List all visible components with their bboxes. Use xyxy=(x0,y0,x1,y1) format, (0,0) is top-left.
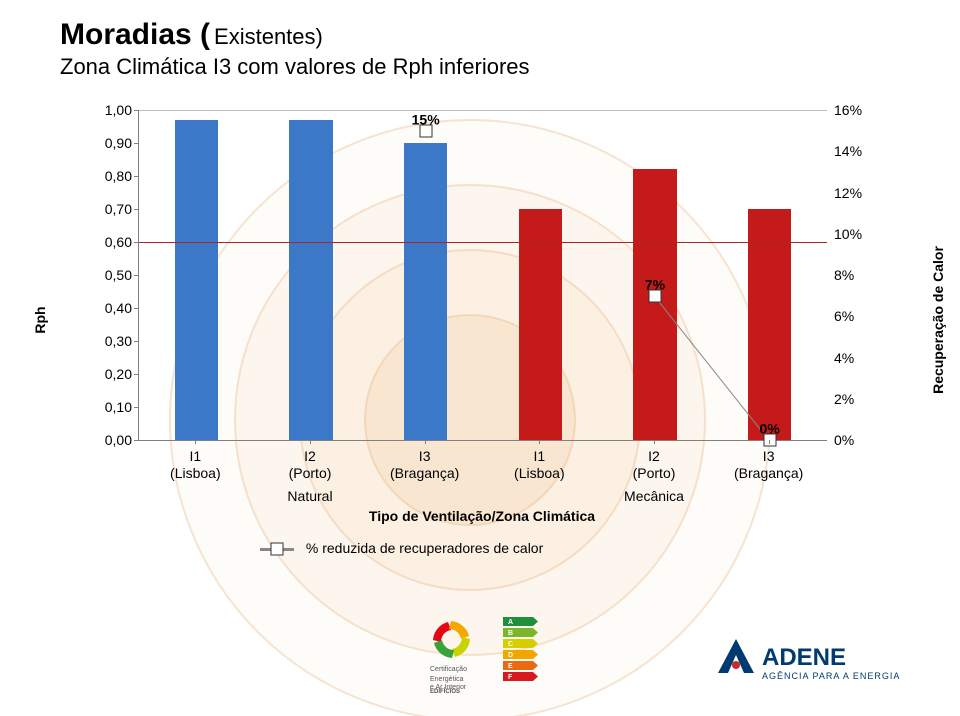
bar xyxy=(404,143,448,440)
y-tick-left: 0,60 xyxy=(102,234,132,250)
y-tick-left: 1,00 xyxy=(102,102,132,118)
svg-text:B: B xyxy=(508,630,513,637)
value-label: 7% xyxy=(645,276,665,292)
tick-mark xyxy=(134,407,138,408)
tick-mark xyxy=(769,440,770,444)
tick-mark xyxy=(134,374,138,375)
page-root: Moradias (Existentes) Zona Climática I3 … xyxy=(0,0,960,716)
tick-mark xyxy=(134,341,138,342)
page-heading: Moradias (Existentes) Zona Climática I3 … xyxy=(60,18,530,80)
y-tick-right: 6% xyxy=(834,308,870,324)
svg-text:AGÊNCIA PARA A ENERGIA: AGÊNCIA PARA A ENERGIA xyxy=(762,671,900,681)
svg-text:D: D xyxy=(508,652,513,659)
y-tick-left: 0,40 xyxy=(102,300,132,316)
x-category: I3(Bragança) xyxy=(734,448,803,482)
x-category: I3(Bragança) xyxy=(390,448,459,482)
plot-area: 15% 7% 0% xyxy=(138,110,827,441)
svg-text:F: F xyxy=(508,674,513,681)
bar xyxy=(289,120,333,440)
svg-text:E: E xyxy=(508,663,513,670)
xcat-line2: (Bragança) xyxy=(390,465,459,482)
tick-mark xyxy=(134,242,138,243)
tick-mark xyxy=(310,440,311,444)
y-tick-left: 0,50 xyxy=(102,267,132,283)
bar xyxy=(748,209,792,440)
page-subtitle: Zona Climática I3 com valores de Rph inf… xyxy=(60,54,530,80)
legend: % reduzida de recuperadores de calor xyxy=(260,540,543,556)
y-tick-right: 10% xyxy=(834,226,870,242)
svg-text:ADENE: ADENE xyxy=(762,644,846,671)
tick-mark xyxy=(134,308,138,309)
y-tick-right: 4% xyxy=(834,350,870,366)
y-tick-right: 2% xyxy=(834,391,870,407)
svg-text:A: A xyxy=(508,619,513,626)
x-category: I2(Porto) xyxy=(289,448,332,482)
xcat-line1: I3 xyxy=(390,448,459,465)
y-axis-right-label: Recuperação de Calor xyxy=(930,246,946,394)
y-tick-left: 0,00 xyxy=(102,432,132,448)
tick-mark xyxy=(134,110,138,111)
y-tick-right: 8% xyxy=(834,267,870,283)
gridline xyxy=(139,110,827,111)
tick-mark xyxy=(134,176,138,177)
value-label: 15% xyxy=(412,111,440,127)
xcat-line1: I1 xyxy=(170,448,221,465)
svg-text:C: C xyxy=(508,641,513,648)
y-axis-left-label: Rph xyxy=(32,306,48,333)
x-axis-title: Tipo de Ventilação/Zona Climática xyxy=(138,508,826,524)
title-sub: Existentes) xyxy=(214,24,323,49)
x-group-label: Mecânica xyxy=(624,488,684,504)
y-tick-right: 0% xyxy=(834,432,870,448)
tick-mark xyxy=(134,440,138,441)
y-tick-right: 16% xyxy=(834,102,870,118)
logo-adene: ADENEAGÊNCIA PARA A ENERGIA xyxy=(710,633,930,698)
tick-mark xyxy=(195,440,196,444)
y-tick-right: 14% xyxy=(834,143,870,159)
page-title: Moradias (Existentes) xyxy=(60,18,530,52)
tick-mark xyxy=(654,440,655,444)
logo-certification: CertificaçãoEnergéticae Ar InteriorEDIFÍ… xyxy=(408,605,548,698)
footer: CertificaçãoEnergéticae Ar InteriorEDIFÍ… xyxy=(0,596,960,716)
tick-mark xyxy=(134,209,138,210)
x-group-label: Natural xyxy=(287,488,332,504)
x-category: I1(Lisboa) xyxy=(514,448,565,482)
y-tick-left: 0,80 xyxy=(102,168,132,184)
xcat-line2: (Porto) xyxy=(633,465,676,482)
y-tick-left: 0,70 xyxy=(102,201,132,217)
bar xyxy=(519,209,563,440)
x-category: I1(Lisboa) xyxy=(170,448,221,482)
svg-text:Energética: Energética xyxy=(430,676,464,683)
title-main: Moradias ( xyxy=(60,18,210,51)
svg-text:Certificação: Certificação xyxy=(430,666,467,673)
bar xyxy=(633,169,677,440)
xcat-line2: (Bragança) xyxy=(734,465,803,482)
xcat-line1: I2 xyxy=(289,448,332,465)
y-tick-left: 0,30 xyxy=(102,333,132,349)
y-tick-right: 12% xyxy=(834,185,870,201)
y-tick-left: 0,10 xyxy=(102,399,132,415)
xcat-line2: (Lisboa) xyxy=(514,465,565,482)
tick-mark xyxy=(425,440,426,444)
xcat-line1: I3 xyxy=(734,448,803,465)
legend-text: % reduzida de recuperadores de calor xyxy=(306,540,543,556)
x-category: I2(Porto) xyxy=(633,448,676,482)
legend-marker xyxy=(260,548,294,551)
xcat-line2: (Porto) xyxy=(289,465,332,482)
y-tick-left: 0,20 xyxy=(102,366,132,382)
xcat-line1: I2 xyxy=(633,448,676,465)
xcat-line2: (Lisboa) xyxy=(170,465,221,482)
reference-line xyxy=(139,242,827,243)
chart: Rph Recuperação de Calor 15%7%0% 0,000,1… xyxy=(60,110,900,530)
tick-mark xyxy=(134,143,138,144)
tick-mark xyxy=(134,275,138,276)
value-label: 0% xyxy=(760,420,780,436)
xcat-line1: I1 xyxy=(514,448,565,465)
tick-mark xyxy=(539,440,540,444)
bar xyxy=(175,120,219,440)
y-tick-left: 0,90 xyxy=(102,135,132,151)
